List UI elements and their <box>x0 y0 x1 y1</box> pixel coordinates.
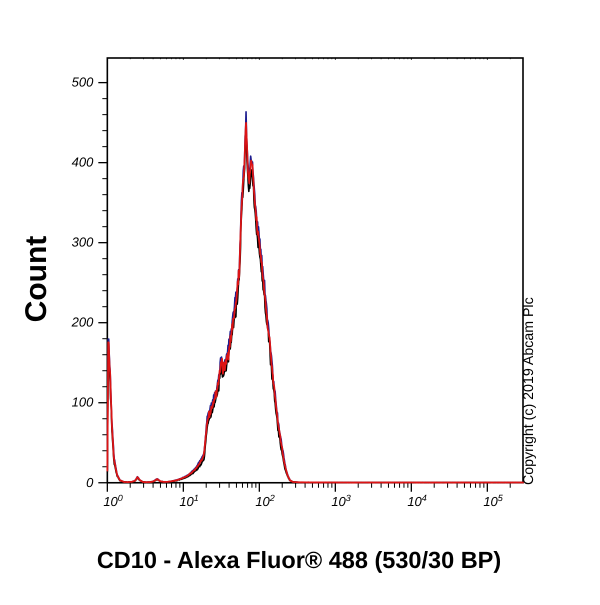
svg-text:CD10 - Alexa Fluor® 488 (530/3: CD10 - Alexa Fluor® 488 (530/30 BP) <box>97 547 501 573</box>
svg-text:0: 0 <box>86 475 94 490</box>
svg-text:Copyright (c) 2019 Abcam Plc: Copyright (c) 2019 Abcam Plc <box>521 297 537 485</box>
svg-text:Count: Count <box>20 236 53 323</box>
svg-text:100: 100 <box>72 395 94 410</box>
svg-text:400: 400 <box>72 155 94 170</box>
svg-text:500: 500 <box>72 75 94 90</box>
svg-text:200: 200 <box>71 315 94 330</box>
svg-text:300: 300 <box>72 235 94 250</box>
